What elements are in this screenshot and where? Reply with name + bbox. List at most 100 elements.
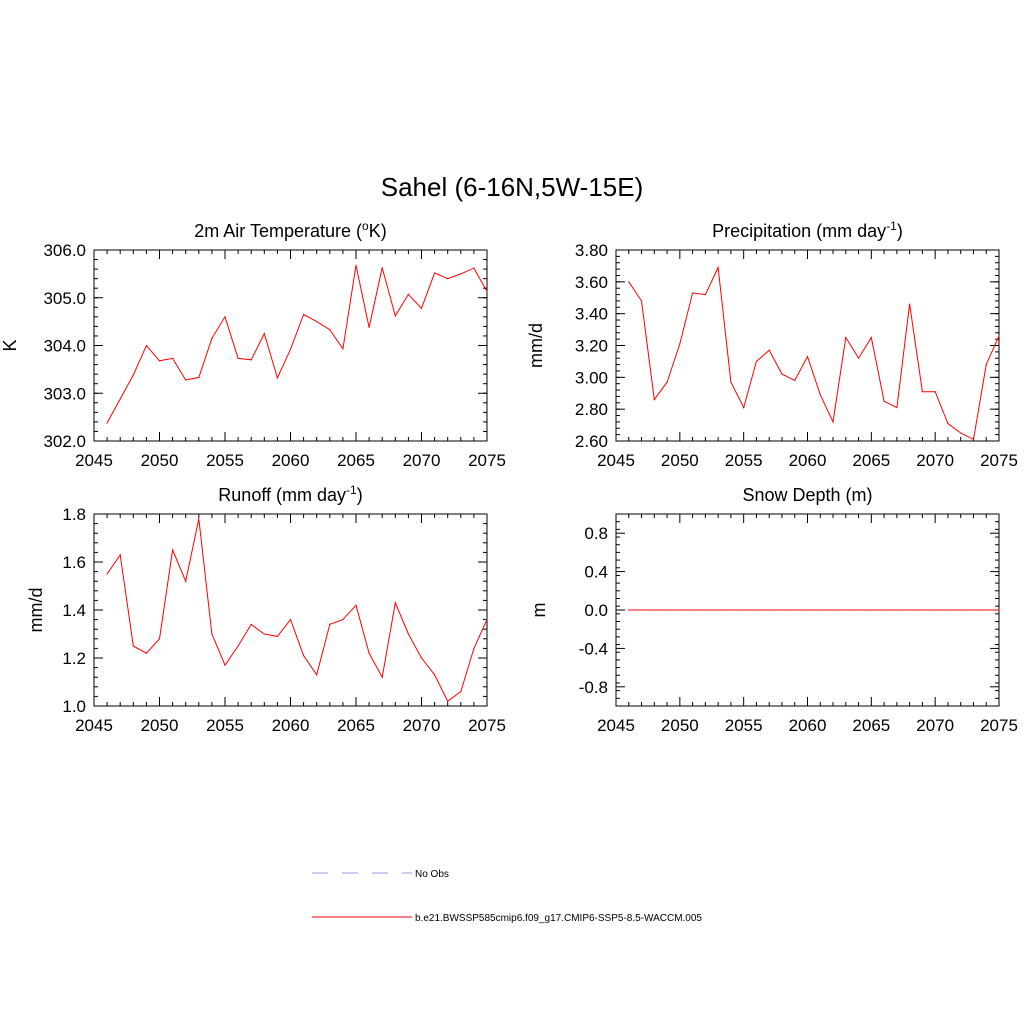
data-point [972,609,975,611]
data-point [132,374,134,376]
data-point [381,267,383,269]
x-tick-label: 2045 [75,451,113,470]
panel-title-tail: K) [369,221,387,241]
data-point [106,422,108,424]
data-point [960,609,962,611]
data-point [679,343,681,345]
panel-title-text: Snow Depth (m) [742,485,872,505]
y-axis-label: mm/d [26,588,46,633]
panel-precipitation: 2045 2050 2055 2060 2065 2070 2075 2.60 2.80 3.00… [526,219,1018,470]
x-tick-label: 2055 [725,451,763,470]
data-point [781,373,783,375]
y-tick-label: 0.8 [584,524,608,543]
data-point [132,645,134,647]
data-point [640,300,643,302]
data-point [329,329,331,331]
x-tick-label: 2070 [403,451,441,470]
data-point [640,609,643,611]
data-point [407,293,409,296]
panel-title-text: Precipitation (mm day [712,221,886,241]
y-tick-label: -0.8 [579,678,608,697]
data-point [832,609,834,611]
x-tick-label: 2065 [852,716,890,735]
data-point [768,609,770,611]
data-point [755,609,758,611]
data-point [883,400,885,402]
x-tick-label: 2065 [852,451,890,470]
data-point [394,315,396,317]
y-tick-label: 0.0 [584,601,608,620]
y-tick-label: -0.4 [579,639,608,658]
x-tick-label: 2065 [337,451,375,470]
data-point [434,674,436,676]
data-point [316,321,318,323]
data-point [172,549,174,551]
data-point [960,432,962,434]
data-point [329,623,331,626]
data-point [185,580,187,582]
data-point [237,357,239,359]
data-point [972,438,975,441]
data-point [460,273,462,275]
data-point [342,348,344,350]
data-point [224,664,226,666]
x-tick-label: 2075 [980,716,1018,735]
data-point [250,623,252,626]
y-tick-label: 1.4 [62,601,86,620]
data-point [679,609,681,611]
x-tick-label: 2070 [916,451,954,470]
data-point [743,406,745,409]
x-tick-label: 2050 [141,716,179,735]
data-point [158,360,161,362]
data-point [921,391,924,393]
y-tick-label: 3.60 [575,273,608,292]
y-tick-label: 3.00 [575,368,608,387]
data-point [342,619,344,621]
y-tick-label: 2.80 [575,400,608,419]
panel-title-tail: ) [357,485,363,505]
data-point [717,266,719,269]
data-point [316,674,318,676]
panel-runoff: 2045 2050 2055 2060 2065 2070 2075 1.0 1.2 1.4 1.6… [26,483,506,735]
x-tick-label: 2050 [661,451,699,470]
data-point [447,700,449,702]
data-point [185,379,187,381]
data-point [985,364,987,366]
data-point [819,609,821,611]
data-point [704,609,706,611]
y-tick-label: 3.80 [575,241,608,260]
data-point [692,609,694,611]
data-point [486,619,488,621]
x-tick-label: 2055 [725,716,763,735]
x-tick-label: 2060 [272,451,310,470]
series-line-runoff [106,518,488,702]
data-point [158,638,161,640]
y-tick-label: 1.2 [62,649,86,668]
y-tick-label: 0.4 [584,563,608,582]
x-tick-label: 2075 [468,716,506,735]
data-point [717,609,719,611]
y-tick-label: 2.60 [575,432,608,451]
panel-snow-depth: 2045 2050 2055 2060 2065 2070 2075 -0.8 -0.4 0.0 0… [529,485,1018,735]
data-point [743,609,745,611]
panel-title: Precipitation (mm day-1) [712,219,903,241]
data-point [289,348,292,350]
panel-title-superscript: -1 [886,219,897,233]
legend: No Obs b.e21.BWSSP585cmip6.f09_g17.CMIP6… [312,869,702,924]
x-tick-label: 2045 [597,716,635,735]
data-point [921,609,924,611]
panels: 2045 2050 2055 2060 2065 2070 2075 302.0 303.0 30… [0,219,1018,735]
x-tick-label: 2055 [206,716,244,735]
legend-label-obs: No Obs [415,869,449,880]
y-tick-label: 302.0 [43,432,86,451]
data-point [211,337,213,339]
data-point [870,609,872,611]
data-point [730,381,732,383]
data-point [473,267,475,269]
data-point [819,394,821,396]
data-point [883,609,885,611]
data-point [909,609,911,611]
panel-title-text: 2m Air Temperature ( [194,221,362,241]
data-point [845,609,847,611]
y-tick-label: 306.0 [43,241,86,260]
